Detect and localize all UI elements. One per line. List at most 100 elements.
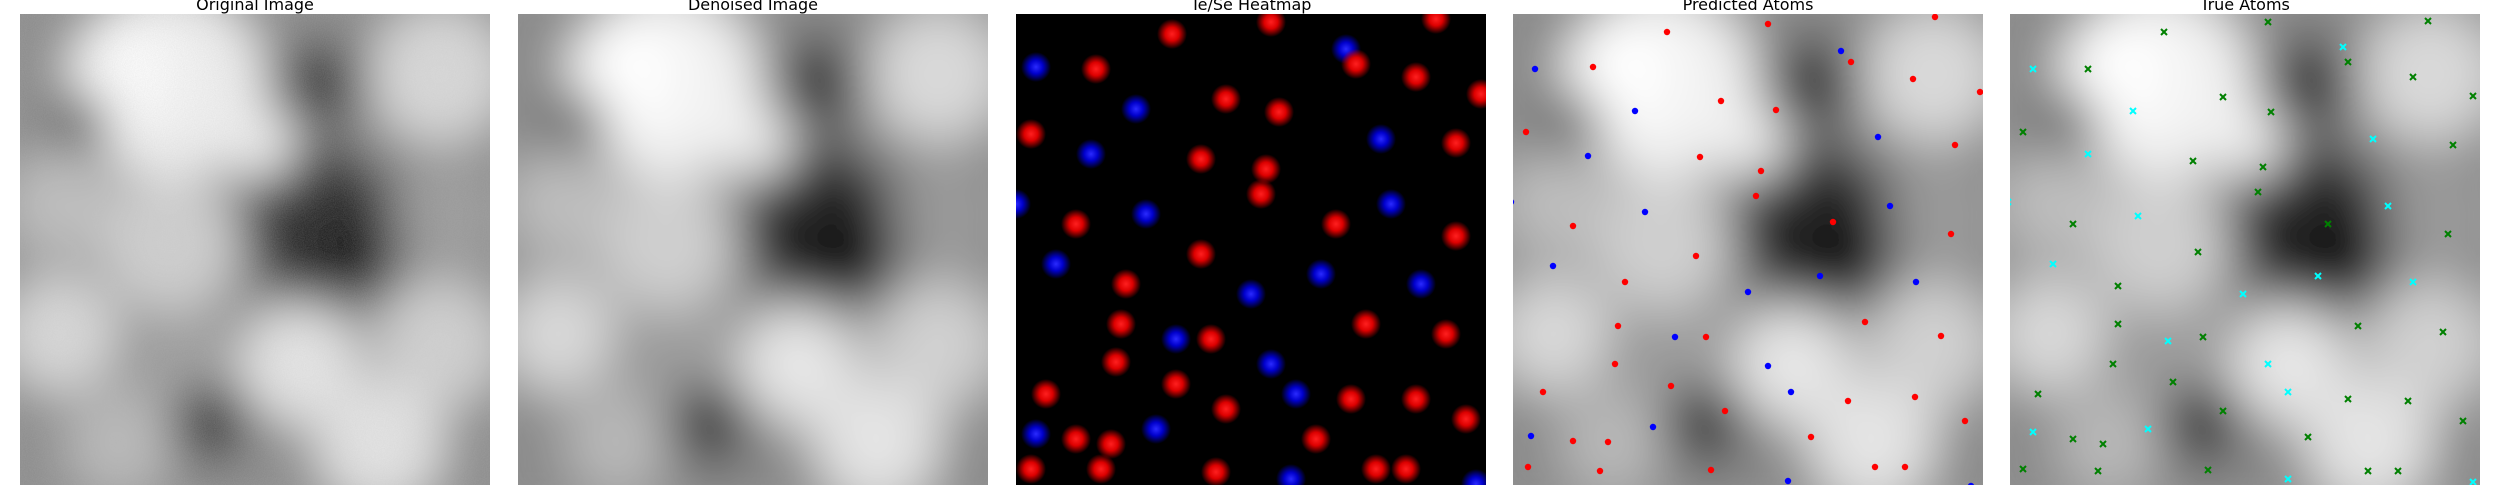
predicted-te-marker <box>1961 417 1969 425</box>
te-heatmap-spot <box>1466 79 1486 109</box>
te-heatmap-spot <box>1096 429 1126 459</box>
predicted-se-marker <box>1531 65 1539 73</box>
panel-title: Original Image <box>196 0 314 14</box>
predicted-se-marker <box>1967 482 1975 485</box>
true-te-marker <box>2424 17 2432 25</box>
se-heatmap-spot <box>1256 349 1286 379</box>
te-heatmap-spot <box>1106 309 1136 339</box>
true-se-marker <box>2409 278 2417 286</box>
true-se-marker <box>2314 272 2322 280</box>
te-heatmap-spot <box>1361 454 1391 484</box>
true-se-marker <box>2029 428 2037 436</box>
se-heatmap-spot <box>1281 379 1311 409</box>
predicted-te-marker <box>1596 467 1604 475</box>
te-heatmap-spot <box>1336 384 1366 414</box>
predicted-te-marker <box>1692 252 1700 260</box>
predicted-te-marker <box>1951 141 1959 149</box>
true-te-marker <box>2019 128 2027 136</box>
predicted-te-marker <box>1667 382 1675 390</box>
predicted-te-marker <box>1539 388 1547 396</box>
predicted-se-marker <box>1787 388 1795 396</box>
predicted-te-marker <box>1589 63 1597 71</box>
te-heatmap-spot <box>1111 269 1141 299</box>
true-se-marker <box>2369 135 2377 143</box>
predicted-te-marker <box>1909 75 1917 83</box>
true-te-marker <box>2439 328 2447 336</box>
true-atoms-image <box>2010 14 2480 485</box>
predicted-te-marker <box>1829 218 1837 226</box>
predicted-se-marker <box>1549 262 1557 270</box>
true-te-marker <box>2194 248 2202 256</box>
predicted-se-marker <box>1584 152 1592 160</box>
predicted-te-marker <box>1696 153 1704 161</box>
predicted-se-marker <box>1784 477 1792 485</box>
te-heatmap-spot <box>1341 49 1371 79</box>
se-heatmap-spot <box>1161 324 1191 354</box>
predicted-te-marker <box>1721 407 1729 415</box>
true-te-marker <box>2084 65 2092 73</box>
true-te-marker <box>2114 320 2122 328</box>
te-heatmap-spot <box>1211 394 1241 424</box>
predicted-se-marker <box>1816 272 1824 280</box>
true-te-marker <box>2409 73 2417 81</box>
panel-title: True Atoms <box>2200 0 2290 14</box>
panel-title: Denoised Image <box>687 0 819 14</box>
se-heatmap-spot <box>1121 94 1151 124</box>
te-heatmap-spot <box>1451 404 1481 434</box>
predicted-se-marker <box>1764 362 1772 370</box>
predicted-te-marker <box>1807 433 1815 441</box>
se-heatmap-spot <box>1236 279 1266 309</box>
true-te-marker <box>2069 435 2077 443</box>
true-te-marker <box>2160 28 2168 36</box>
true-te-marker <box>2459 417 2467 425</box>
te-heatmap-spot <box>1161 369 1191 399</box>
true-te-marker <box>2219 407 2227 415</box>
te-heatmap-spot <box>1301 424 1331 454</box>
predicted-te-marker <box>1717 97 1725 105</box>
te-heatmap-spot <box>1251 154 1281 184</box>
se-heatmap-spot <box>1041 249 1071 279</box>
te-heatmap-spot <box>1081 54 1111 84</box>
true-se-marker <box>2144 425 2152 433</box>
te-heatmap-spot <box>1031 379 1061 409</box>
te-heatmap-spot <box>1016 119 1046 149</box>
te-se-heatmap <box>1016 14 1486 485</box>
te-heatmap-spot <box>1441 128 1471 158</box>
se-heatmap-spot <box>1021 52 1051 82</box>
true-se-marker <box>2384 202 2392 210</box>
predicted-te-marker <box>1937 332 1945 340</box>
se-heatmap-spot <box>1461 469 1486 485</box>
true-te-marker <box>2354 322 2362 330</box>
panel-true-atoms: True Atoms <box>2010 0 2480 485</box>
predicted-te-marker <box>1621 278 1629 286</box>
predicted-te-marker <box>1604 438 1612 446</box>
te-heatmap-spot <box>1401 384 1431 414</box>
true-te-marker <box>2444 230 2452 238</box>
predicted-te-marker <box>1522 128 1530 136</box>
true-te-marker <box>2199 333 2207 341</box>
predicted-te-marker <box>1861 318 1869 326</box>
predicted-te-marker <box>1707 466 1715 474</box>
predicted-te-marker <box>1611 360 1619 368</box>
te-heatmap-spot <box>1321 209 1351 239</box>
true-se-marker <box>2049 260 2057 268</box>
panel-predicted-atoms: Predicted Atoms <box>1513 0 1983 485</box>
te-heatmap-spot <box>1351 309 1381 339</box>
se-heatmap-spot <box>1021 419 1051 449</box>
predicted-te-marker <box>1569 437 1577 445</box>
te-heatmap-spot <box>1431 319 1461 349</box>
te-heatmap-spot <box>1391 454 1421 484</box>
predicted-te-marker <box>1614 322 1622 330</box>
true-te-marker <box>2264 18 2272 26</box>
true-se-marker <box>2084 150 2092 158</box>
se-heatmap-spot <box>1131 199 1161 229</box>
predicted-te-marker <box>1752 192 1760 200</box>
predicted-se-marker <box>1513 199 1515 205</box>
predicted-se-marker <box>1631 107 1639 115</box>
se-heatmap-spot <box>1276 464 1306 485</box>
te-heatmap-spot <box>1157 19 1187 49</box>
se-heatmap-spot <box>1076 139 1106 169</box>
te-heatmap-spot <box>1061 209 1091 239</box>
predicted-te-marker <box>1847 58 1855 66</box>
true-te-marker <box>2094 467 2102 475</box>
